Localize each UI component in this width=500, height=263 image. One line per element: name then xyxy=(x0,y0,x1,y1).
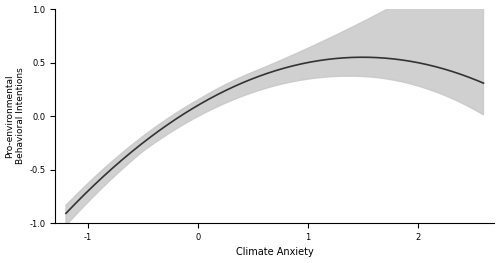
Y-axis label: Pro-environmental
Behavioral Intentions: Pro-environmental Behavioral Intentions xyxy=(6,68,25,164)
X-axis label: Climate Anxiety: Climate Anxiety xyxy=(236,247,314,257)
